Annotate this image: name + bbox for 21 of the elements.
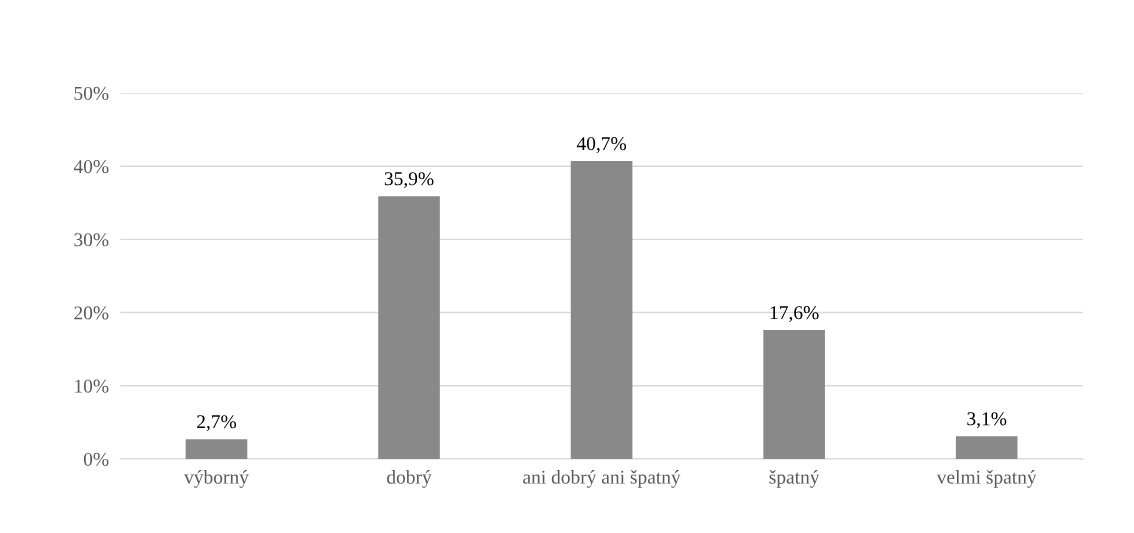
y-tick-label: 50%: [74, 86, 109, 101]
x-tick-label: velmi špatný: [936, 470, 1037, 488]
y-tick-label: 20%: [74, 306, 109, 320]
y-tick-label: 10%: [75, 379, 109, 393]
bar: [185, 439, 248, 459]
y-tick-label: 0%: [83, 452, 109, 466]
x-tick-label: ani dobrý ani špatný: [523, 470, 681, 488]
data-label: 17,6%: [770, 306, 819, 323]
x-tick-label: dobrý: [387, 470, 432, 488]
data-label: 2,7%: [197, 415, 237, 432]
y-tick-label: 30%: [74, 233, 109, 247]
bar: [763, 330, 825, 459]
y-tick-label: 40%: [73, 160, 109, 174]
bar: [570, 161, 633, 459]
data-label: 3,1%: [967, 412, 1007, 429]
data-label: 40,7%: [576, 137, 627, 153]
x-tick-label: výborný: [184, 470, 249, 488]
bar: [378, 196, 440, 459]
data-label: 35,9%: [384, 172, 434, 189]
x-tick-label: špatný: [769, 470, 820, 488]
bar: [955, 436, 1018, 459]
